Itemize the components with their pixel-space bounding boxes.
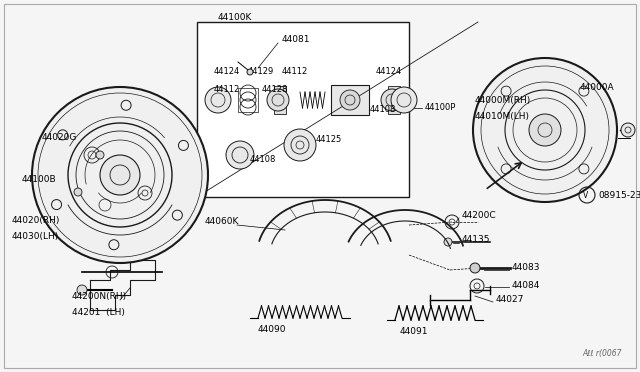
Bar [197, 22, 409, 197]
Circle shape [473, 58, 617, 202]
Text: 44030(LH): 44030(LH) [12, 231, 60, 241]
Text: 44135: 44135 [462, 235, 490, 244]
Circle shape [381, 89, 403, 111]
Circle shape [74, 188, 82, 196]
Circle shape [284, 129, 316, 161]
Text: 44112: 44112 [282, 67, 308, 77]
Text: 44124: 44124 [214, 67, 240, 77]
Circle shape [267, 89, 289, 111]
Text: 44060K: 44060K [205, 218, 239, 227]
Text: 44000A: 44000A [580, 83, 614, 93]
Circle shape [205, 87, 231, 113]
Text: 44100B: 44100B [22, 176, 56, 185]
Text: 44084: 44084 [512, 280, 540, 289]
Text: 44200C: 44200C [462, 211, 497, 219]
Bar [388, 86, 400, 114]
Text: 44112: 44112 [214, 86, 240, 94]
Circle shape [621, 123, 635, 137]
Text: 44081: 44081 [282, 35, 310, 45]
Circle shape [100, 155, 140, 195]
Circle shape [529, 114, 561, 146]
Circle shape [77, 285, 87, 295]
Text: V: V [584, 190, 589, 199]
Text: 44027: 44027 [496, 295, 524, 305]
Text: 44129: 44129 [248, 67, 275, 77]
Text: 44124: 44124 [376, 67, 403, 77]
Circle shape [226, 141, 254, 169]
Text: 44125: 44125 [316, 135, 342, 144]
Text: 44020(RH): 44020(RH) [12, 215, 60, 224]
Circle shape [444, 238, 452, 246]
Text: 44128: 44128 [262, 86, 289, 94]
Circle shape [470, 263, 480, 273]
Circle shape [391, 87, 417, 113]
Text: 44090: 44090 [258, 326, 287, 334]
Text: 08915-23B10: 08915-23B10 [598, 190, 640, 199]
Circle shape [247, 69, 253, 75]
Text: 44010M(LH): 44010M(LH) [475, 112, 530, 121]
Text: 44091: 44091 [400, 327, 429, 337]
Text: 44108: 44108 [370, 106, 396, 115]
Text: 44020G: 44020G [42, 134, 77, 142]
Bar [331, 85, 369, 115]
Circle shape [340, 90, 360, 110]
Text: 44100P: 44100P [425, 103, 456, 112]
Bar [238, 88, 258, 112]
Text: Aℓℓ r(0067: Aℓℓ r(0067 [582, 349, 622, 358]
Bar [274, 86, 286, 114]
Text: 44000M(RH): 44000M(RH) [475, 96, 531, 105]
Circle shape [32, 87, 208, 263]
Text: 44108: 44108 [250, 155, 276, 164]
Text: 44100K: 44100K [218, 13, 252, 22]
Text: 44200N(RH): 44200N(RH) [72, 292, 127, 301]
Text: 44083: 44083 [512, 263, 541, 273]
Circle shape [96, 151, 104, 159]
Text: 44201  (LH): 44201 (LH) [72, 308, 125, 317]
